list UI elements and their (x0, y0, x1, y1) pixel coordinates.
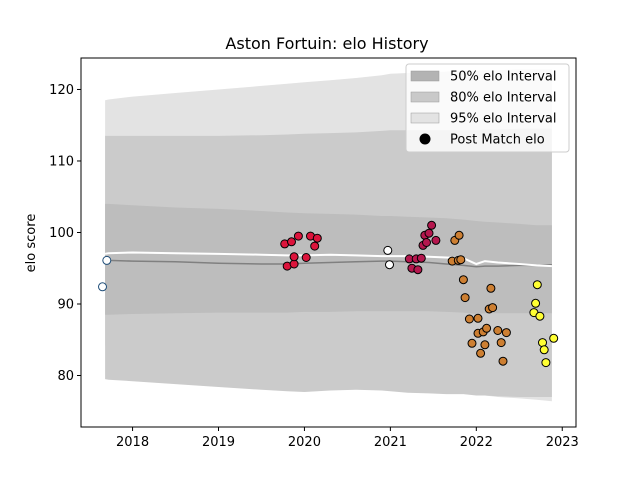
post-match-elo-point (488, 303, 498, 313)
post-match-elo-point (427, 220, 437, 230)
post-match-elo-point (431, 235, 441, 245)
post-match-elo-point (549, 333, 559, 343)
post-match-elo-point (482, 323, 492, 333)
post-match-elo-point (473, 313, 483, 323)
x-tick-label: 2019 (202, 435, 235, 450)
y-tick-label: 110 (49, 154, 74, 169)
post-match-elo-point (535, 311, 545, 321)
x-tick-label: 2018 (116, 435, 149, 450)
mean-elo-line (104, 251, 552, 268)
post-match-elo-point (422, 238, 431, 247)
post-match-elo-point (413, 265, 423, 275)
legend-box (405, 63, 570, 153)
post-match-elo-point (424, 228, 434, 238)
x-tick-label: 2022 (460, 435, 493, 450)
post-match-elo-point (498, 356, 508, 366)
post-match-elo-point (538, 338, 547, 348)
x-axis: 2018 2019 2020 2021 2022 2023 (116, 427, 579, 450)
band-50 (105, 203, 552, 315)
post-match-elo-point (310, 241, 320, 251)
post-match-elo-point (312, 233, 322, 243)
post-match-elo-point (486, 283, 496, 293)
post-match-elo-point (480, 340, 490, 350)
post-match-elo-point (532, 280, 542, 290)
legend: 50% elo Interval 80% elo Interval 95% elo … (405, 63, 570, 153)
elo-lines (104, 251, 552, 268)
post-match-elo-point (539, 345, 549, 355)
post-match-elo-point (102, 255, 112, 265)
post-match-elo-point (541, 358, 551, 368)
y-axis-label: elo score (24, 214, 39, 273)
post-match-elo-point (454, 230, 464, 240)
post-match-elo-point (458, 275, 468, 285)
post-match-elo-point (289, 252, 299, 262)
legend-marker (419, 133, 431, 145)
post-match-elo-point (385, 260, 394, 270)
median-elo-line (104, 258, 552, 268)
post-match-elo-point (456, 255, 466, 265)
legend-swatch (410, 70, 440, 82)
post-match-elo-point (531, 298, 541, 308)
y-tick-label: 120 (49, 83, 74, 98)
y-tick-label: 80 (57, 369, 74, 384)
legend-label: 95% elo Interval (450, 112, 557, 127)
y-tick-label: 100 (49, 226, 74, 241)
post-match-elo-point (460, 293, 470, 303)
legend-swatch (410, 112, 440, 124)
post-match-elo-point (476, 348, 486, 358)
plot-frame (80, 57, 577, 428)
x-tick-label: 2023 (546, 435, 579, 450)
x-tick-label: 2021 (374, 435, 407, 450)
post-match-elo-point (287, 237, 296, 247)
x-tick-label: 2020 (288, 435, 321, 450)
post-match-elo-point (496, 338, 506, 348)
post-match-points (98, 220, 559, 368)
post-match-elo-point (501, 328, 511, 338)
y-tick-label: 90 (57, 298, 74, 313)
post-match-elo-point (464, 314, 474, 324)
post-match-elo-point (98, 282, 107, 292)
legend-label: 80% elo Interval (450, 91, 557, 106)
post-match-elo-point (416, 253, 426, 263)
post-match-elo-point (301, 253, 311, 262)
legend-label: 50% elo Interval (450, 70, 557, 85)
post-match-elo-point (383, 245, 393, 255)
legend-label: Post Match elo (450, 133, 545, 148)
post-match-elo-point (493, 326, 503, 335)
chart-title: Aston Fortuin: elo History (225, 34, 428, 53)
legend-swatch (410, 91, 440, 103)
post-match-elo-point (293, 231, 303, 241)
post-match-elo-point (467, 338, 477, 348)
y-axis: 80 90 100 110 120 (49, 83, 81, 384)
